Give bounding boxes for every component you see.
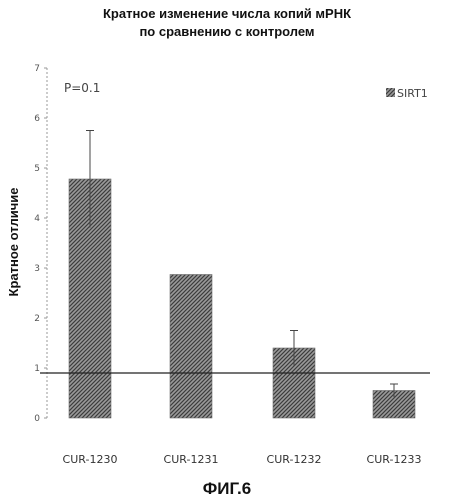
chart-title-line-1: Кратное изменение числа копий мРНК — [103, 6, 351, 21]
y-tick-label: 7 — [34, 64, 40, 74]
bar-cur-1231 — [170, 275, 212, 419]
y-tick-label: 6 — [34, 114, 40, 124]
y-ticks: 0 1 2 3 4 5 6 7 — [34, 64, 47, 424]
legend-swatch — [386, 88, 395, 97]
y-axis-label: Кратное отличие — [6, 188, 21, 297]
y-tick-label: 3 — [34, 264, 40, 274]
x-tick-label: CUR-1231 — [164, 453, 219, 466]
x-tick-label: CUR-1232 — [267, 453, 322, 466]
p-value-annotation: P=0.1 — [64, 81, 100, 95]
y-tick-label: 5 — [34, 164, 40, 174]
legend-label-sirt1: SIRT1 — [397, 87, 428, 100]
figure-label: ФИГ.6 — [203, 479, 251, 498]
error-bars — [86, 131, 398, 398]
y-tick-label: 2 — [34, 314, 40, 324]
y-tick-label: 1 — [34, 364, 40, 374]
y-tick-label: 4 — [34, 214, 40, 224]
x-tick-labels: CUR-1230 CUR-1231 CUR-1232 CUR-1233 — [63, 453, 422, 466]
chart-title-line-2: по сравнению с контролем — [139, 24, 314, 39]
x-tick-label: CUR-1230 — [63, 453, 118, 466]
bars — [69, 179, 415, 418]
legend: SIRT1 — [386, 87, 428, 100]
x-tick-label: CUR-1233 — [367, 453, 422, 466]
y-tick-label: 0 — [34, 414, 40, 424]
